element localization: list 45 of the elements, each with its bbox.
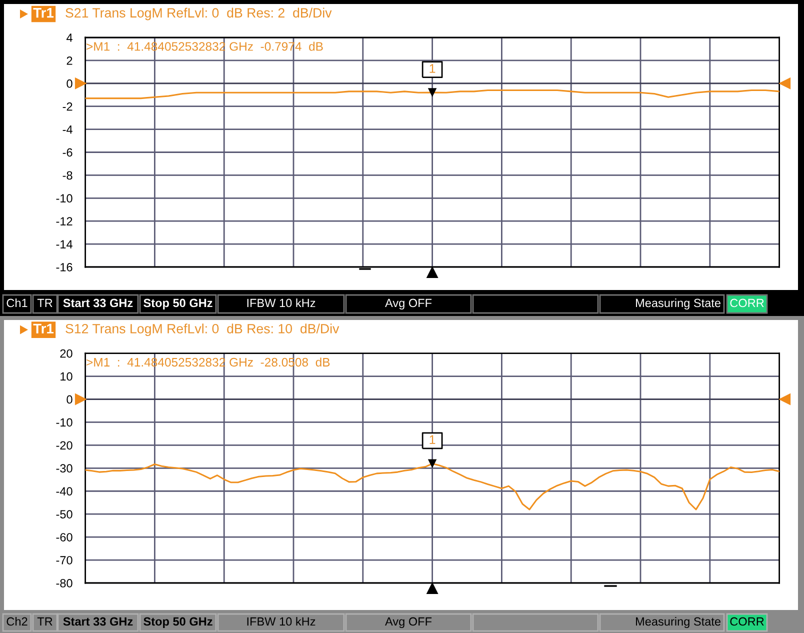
y-tick-label: 10 (60, 372, 72, 381)
text: Measuring State (636, 298, 720, 310)
y-tick-label: -30 (56, 464, 72, 473)
y-tick-label: -8 (62, 171, 72, 180)
chart-title: S21 Trans LogM RefLvl: 0 dB Res: 2 dB/Div (66, 8, 332, 20)
text: IFBW 10 kHz (247, 298, 316, 308)
annotation: 1 (430, 64, 436, 73)
y-tick-label: -12 (56, 217, 72, 226)
text: Tr1 (33, 324, 54, 334)
text: Avg OFF (385, 617, 432, 628)
text: TR (37, 298, 52, 308)
y-tick-label: -6 (62, 148, 72, 157)
y-tick-label: -80 (56, 579, 72, 588)
annotation: 1 (430, 435, 436, 444)
text: Start 33 GHz (63, 298, 133, 308)
y-tick-label: 0 (66, 395, 72, 404)
text: TR (37, 617, 52, 626)
chart-title: S12 Trans LogM RefLvl: 0 dB Res: 10 dB/Div (66, 324, 340, 336)
text: CORR (730, 617, 764, 626)
text: Avg OFF (385, 298, 432, 310)
y-tick-label: -50 (56, 510, 72, 518)
y-tick-label: -40 (56, 487, 72, 496)
line-series (85, 90, 780, 100)
text: Stop 50 GHz (144, 298, 212, 310)
text: Ch1 (6, 298, 28, 308)
text: Tr1 (33, 8, 54, 18)
y-tick-label: -16 (56, 263, 72, 272)
text: Start 33 GHz (63, 617, 133, 626)
y-tick-label: -14 (56, 240, 72, 248)
text: Measuring State (636, 616, 720, 628)
y-tick-label: -20 (56, 441, 72, 450)
y-tick-label: -2 (62, 102, 72, 111)
y-tick-label: -60 (56, 533, 72, 542)
y-tick-label: -10 (56, 418, 72, 427)
y-tick-label: -70 (56, 556, 72, 564)
text: CORR (730, 298, 764, 308)
y-tick-label: 4 (66, 34, 72, 42)
text: Ch2 (6, 616, 28, 626)
y-tick-label: -10 (56, 194, 72, 203)
text: IFBW 10 kHz (247, 616, 316, 626)
y-tick-label: 0 (66, 79, 72, 88)
text: Stop 50 GHz (144, 617, 212, 628)
y-tick-label: 20 (60, 349, 72, 358)
y-tick-label: 2 (66, 56, 72, 65)
y-tick-label: -4 (62, 125, 72, 134)
